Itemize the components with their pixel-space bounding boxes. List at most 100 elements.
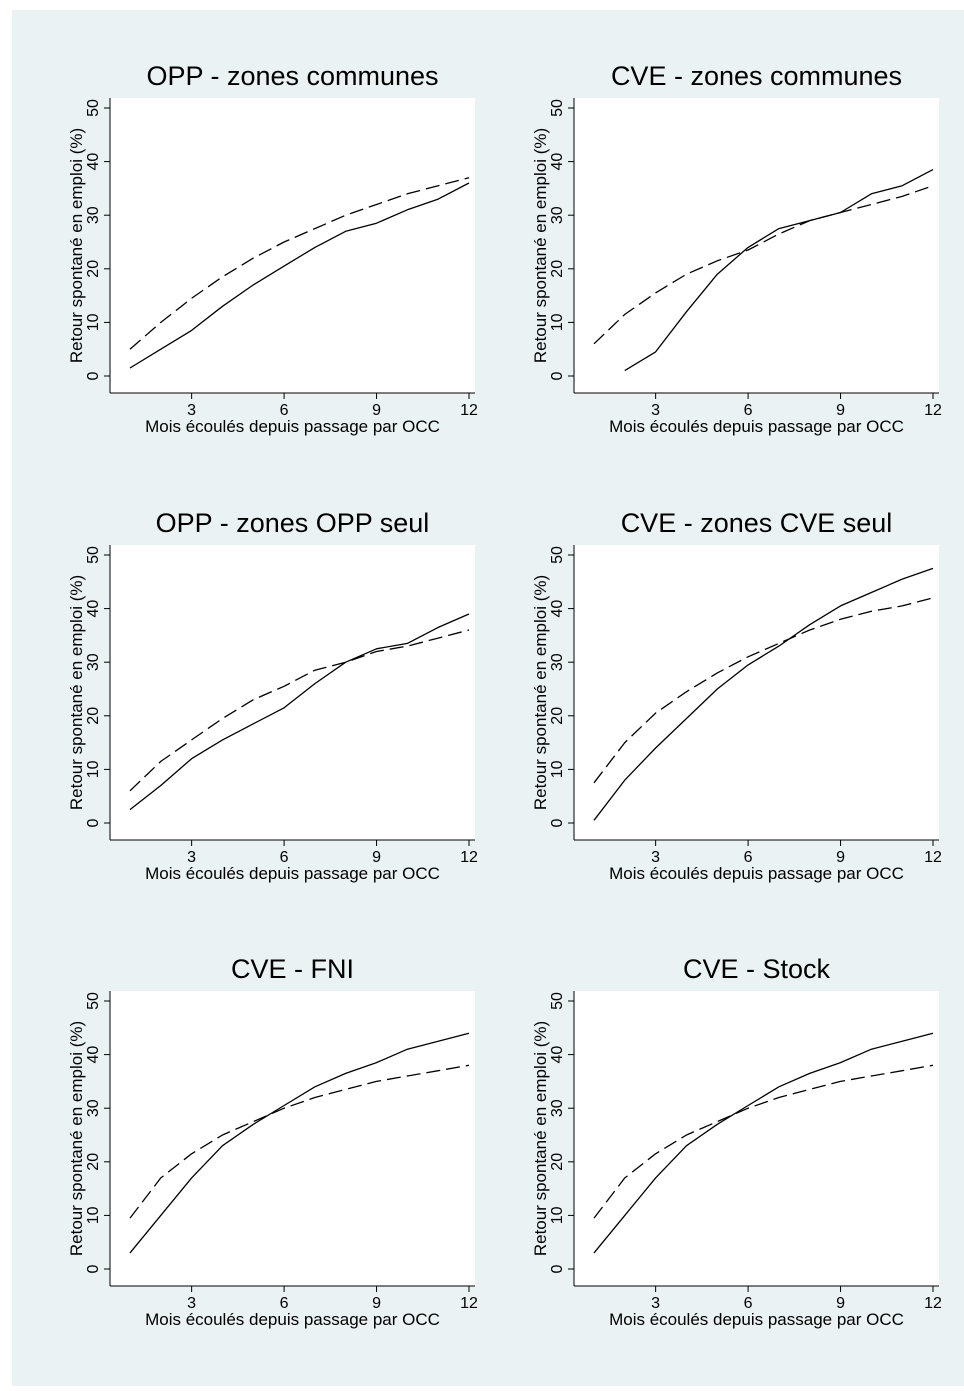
y-axis-label: Retour spontané en emploi (%) xyxy=(67,128,86,363)
x-tick-label: 6 xyxy=(744,402,753,419)
x-tick-label: 9 xyxy=(836,1295,845,1312)
chart-title: CVE - Stock xyxy=(683,954,831,984)
y-axis-label: Retour spontané en emploi (%) xyxy=(67,1021,86,1256)
x-axis-label: Mois écoulés depuis passage par OCC xyxy=(145,1310,440,1329)
y-tick-label: 40 xyxy=(549,1046,566,1064)
y-tick-label: 0 xyxy=(85,818,102,827)
y-tick-label: 40 xyxy=(85,1046,102,1064)
x-tick-label: 6 xyxy=(280,849,289,866)
series-line-dashed xyxy=(593,597,934,784)
x-tick-label: 6 xyxy=(280,1295,289,1312)
y-tick-label: 20 xyxy=(85,260,102,278)
y-tick-label: 10 xyxy=(85,313,102,331)
x-tick-label: 12 xyxy=(460,849,478,866)
x-axis-label: Mois écoulés depuis passage par OCC xyxy=(609,417,904,436)
x-tick-label: 9 xyxy=(372,849,381,866)
series-line-solid xyxy=(593,567,934,821)
y-tick-label: 10 xyxy=(85,1206,102,1224)
chart-title: CVE - zones CVE seul xyxy=(621,508,893,538)
chart-title: CVE - zones communes xyxy=(611,61,902,91)
x-axis-label: Mois écoulés depuis passage par OCC xyxy=(609,1310,904,1329)
y-axis-label: Retour spontané en emploi (%) xyxy=(531,128,550,363)
series-line-dashed xyxy=(129,1064,470,1219)
x-tick-label: 3 xyxy=(187,849,196,866)
x-axis-label: Mois écoulés depuis passage par OCC xyxy=(609,864,904,883)
chart-panel-3: OPP - zones OPP seul 0 10 20 30 40 50 3 6 9 12 Mois… xyxy=(67,508,478,883)
chart-panel-1: OPP - zones communes 0 10 20 30 40 50 3 6 9 12 Mois… xyxy=(67,61,478,436)
chart-panel-5: CVE - FNI 0 10 20 30 40 50 3 6 9 12 Mois écoulés de… xyxy=(67,954,478,1329)
figure: OPP - zones communes 0 10 20 30 40 50 3 6 9 12 Mois… xyxy=(12,10,964,1386)
y-tick-label: 0 xyxy=(549,1264,566,1273)
x-tick-label: 9 xyxy=(836,849,845,866)
plot-area xyxy=(574,545,939,840)
y-tick-label: 20 xyxy=(549,1153,566,1171)
series-line-dashed xyxy=(593,1064,934,1219)
y-tick-label: 50 xyxy=(85,992,102,1010)
y-tick-label: 40 xyxy=(85,153,102,171)
plot-area xyxy=(110,98,475,393)
y-tick-label: 20 xyxy=(85,707,102,725)
y-axis-label: Retour spontané en emploi (%) xyxy=(67,575,86,810)
x-tick-label: 9 xyxy=(372,1295,381,1312)
x-tick-label: 3 xyxy=(651,1295,660,1312)
series-line-dashed xyxy=(593,185,934,345)
y-tick-label: 0 xyxy=(85,371,102,380)
x-tick-label: 9 xyxy=(372,402,381,419)
plot-area xyxy=(574,991,939,1286)
y-tick-label: 30 xyxy=(85,653,102,671)
chart-panel-2: CVE - zones communes 0 10 20 30 40 50 3 6 9 12 Mois… xyxy=(531,61,942,436)
x-tick-label: 3 xyxy=(651,402,660,419)
y-tick-label: 20 xyxy=(549,707,566,725)
chart-title: CVE - FNI xyxy=(231,954,354,984)
chart-panel-6: CVE - Stock 0 10 20 30 40 50 3 6 9 12 Mois écoulés … xyxy=(531,954,942,1329)
series-line-dashed xyxy=(129,629,470,792)
y-tick-label: 40 xyxy=(85,600,102,618)
x-axis-label: Mois écoulés depuis passage par OCC xyxy=(145,417,440,436)
series-line-solid xyxy=(129,1032,470,1254)
y-tick-label: 10 xyxy=(549,1206,566,1224)
x-tick-label: 3 xyxy=(187,402,196,419)
y-tick-label: 0 xyxy=(549,371,566,380)
y-tick-label: 20 xyxy=(549,260,566,278)
y-tick-label: 40 xyxy=(549,600,566,618)
y-tick-label: 0 xyxy=(85,1264,102,1273)
x-tick-label: 6 xyxy=(744,849,753,866)
x-tick-label: 3 xyxy=(187,1295,196,1312)
x-tick-label: 12 xyxy=(924,1295,942,1312)
x-tick-label: 12 xyxy=(460,402,478,419)
y-tick-label: 40 xyxy=(549,153,566,171)
y-tick-label: 50 xyxy=(549,99,566,117)
chart-panel-4: CVE - zones CVE seul 0 10 20 30 40 50 3 6 9 12 Mois… xyxy=(531,508,942,883)
y-tick-label: 30 xyxy=(549,653,566,671)
y-axis-label: Retour spontané en emploi (%) xyxy=(531,1021,550,1256)
y-tick-label: 20 xyxy=(85,1153,102,1171)
plot-area xyxy=(110,991,475,1286)
y-tick-label: 10 xyxy=(549,760,566,778)
y-tick-label: 30 xyxy=(85,1099,102,1117)
y-axis-label: Retour spontané en emploi (%) xyxy=(531,575,550,810)
y-tick-label: 10 xyxy=(85,760,102,778)
series-line-solid xyxy=(624,169,934,372)
y-tick-label: 50 xyxy=(549,546,566,564)
x-tick-label: 12 xyxy=(924,849,942,866)
y-tick-label: 50 xyxy=(85,546,102,564)
x-tick-label: 12 xyxy=(460,1295,478,1312)
x-tick-label: 6 xyxy=(280,402,289,419)
chart-title: OPP - zones OPP seul xyxy=(156,508,430,538)
plot-area xyxy=(110,545,475,840)
x-tick-label: 3 xyxy=(651,849,660,866)
y-tick-label: 0 xyxy=(549,818,566,827)
y-tick-label: 30 xyxy=(85,206,102,224)
chart-title: OPP - zones communes xyxy=(146,61,438,91)
x-axis-label: Mois écoulés depuis passage par OCC xyxy=(145,864,440,883)
x-tick-label: 12 xyxy=(924,402,942,419)
y-tick-label: 10 xyxy=(549,313,566,331)
series-line-dashed xyxy=(129,177,470,350)
series-line-solid xyxy=(593,1032,934,1254)
series-line-solid xyxy=(129,182,470,369)
x-tick-label: 9 xyxy=(836,402,845,419)
series-line-solid xyxy=(129,613,470,811)
y-tick-label: 50 xyxy=(85,99,102,117)
y-tick-label: 30 xyxy=(549,206,566,224)
